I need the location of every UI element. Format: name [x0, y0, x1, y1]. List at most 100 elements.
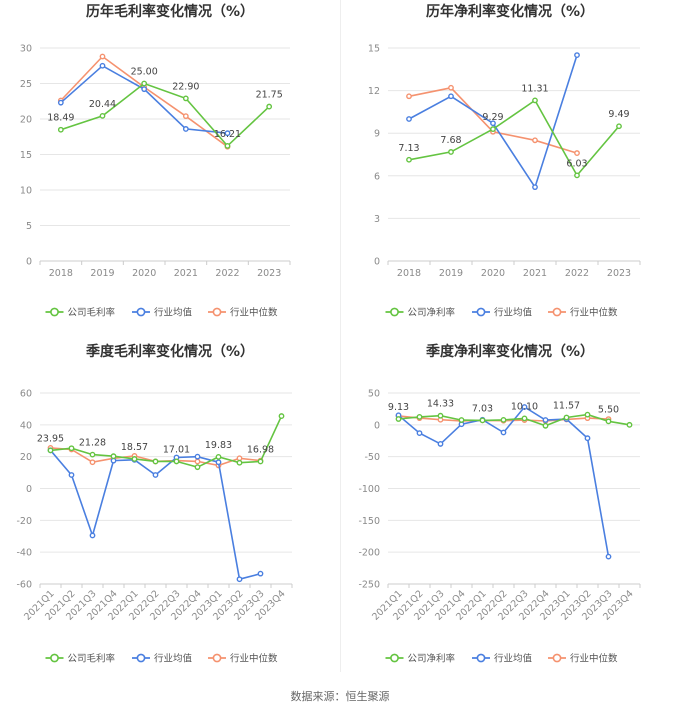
series-line-company [408, 99, 620, 177]
data-label: 9.49 [608, 109, 629, 120]
y-tick-label: 0 [26, 484, 32, 495]
data-label: 11.57 [553, 400, 580, 411]
data-label: 23.95 [37, 433, 64, 444]
data-point-company [500, 416, 507, 423]
chart-title: 历年毛利率变化情况（%） [86, 3, 254, 20]
data-point-industry_avg [57, 99, 64, 106]
legend-item: 行业均值 [132, 653, 193, 665]
y-tick-label: 60 [20, 389, 32, 400]
y-tick-label: 25 [20, 79, 32, 90]
data-point-industry_avg [532, 184, 538, 191]
legend-item: 行业中位数 [208, 653, 278, 665]
x-tick-label: 2021 [174, 268, 198, 279]
annual-net-margin-svg: 历年净利率变化情况（%） 0 3 6 9 12 15 2018 2019 2020 2021 2022… [368, 3, 641, 319]
legend-label: 公司净利率 [408, 653, 456, 665]
legend-swatch-marker [390, 307, 399, 317]
data-point-company [406, 156, 412, 163]
data-label: 18.49 [47, 113, 74, 124]
chart-title: 季度毛利率变化情况（%） [85, 343, 254, 360]
data-point-industry_avg [224, 130, 231, 137]
data-point-industry_avg [574, 52, 580, 58]
y-tick-label: -250 [358, 580, 380, 591]
legend-label: 行业均值 [494, 307, 533, 319]
legend-item: 行业中位数 [548, 653, 618, 665]
data-point-industry_avg [416, 430, 423, 437]
data-label: 16.98 [247, 444, 274, 455]
data-point-company [458, 417, 465, 423]
legend-swatch-marker [212, 653, 222, 663]
legend-item: 行业均值 [472, 307, 533, 319]
data-point-company [584, 411, 591, 418]
data-point-industry_median [99, 53, 106, 60]
data-point-company [626, 421, 633, 428]
y-tick-label: 30 [20, 44, 32, 55]
legend-swatch-marker [50, 653, 59, 663]
y-tick-label: 0 [374, 420, 380, 431]
data-label: 21.75 [256, 90, 283, 101]
data-point-industry_median [448, 84, 454, 91]
series-line-company [60, 82, 270, 148]
legend-swatch-marker [136, 653, 146, 663]
data-point-company [563, 414, 570, 421]
legend-label: 行业均值 [494, 653, 533, 665]
annual-net-margin-chart: 历年净利率变化情况（%） 0 3 6 9 12 15 2018 2019 2020 2021 2022… [340, 0, 680, 340]
data-point-company [224, 143, 231, 149]
annual-gross-margin-chart: 历年毛利率变化情况（%） 0 5 10 15 20 25 30 2018 2019 2020 2021… [0, 0, 340, 340]
data-point-company [110, 453, 117, 460]
y-tick-label: 5 [26, 221, 32, 232]
quarterly-gross-margin-svg: 季度毛利率变化情况（%）-60-40-2002040602021Q12021Q2… [16, 343, 293, 665]
chart-title: 历年净利率变化情况（%） [426, 3, 594, 20]
series-line-industry_avg [49, 449, 261, 581]
y-tick-label: -50 [364, 452, 380, 463]
data-label: 9.29 [482, 112, 503, 123]
data-point-company [57, 126, 64, 133]
data-point-company [99, 112, 106, 119]
data-point-industry_avg [584, 435, 591, 442]
legend-item: 行业均值 [132, 307, 193, 319]
data-point-industry_median [182, 113, 189, 120]
data-point-industry_median [406, 93, 412, 100]
data-point-company [521, 415, 528, 422]
data-point-company [47, 447, 54, 454]
data-point-industry_median [89, 459, 96, 466]
data-point-industry_avg [448, 93, 454, 100]
y-tick-label: 15 [368, 44, 380, 55]
series-line-company [50, 415, 283, 469]
panel-divider [340, 0, 341, 672]
data-point-industry_avg [152, 472, 159, 478]
quarterly-net-margin-chart: 季度净利率变化情况（%） -250 -200 -150 -100 -50 0 50 2021Q1… [340, 336, 680, 676]
data-point-industry_avg [110, 457, 117, 464]
data-point-company [236, 459, 243, 466]
x-tick-label: 2021 [523, 268, 547, 279]
data-label: 17.01 [163, 444, 190, 455]
series-line-company [398, 413, 630, 427]
data-label: 11.31 [521, 83, 548, 94]
y-tick-label: 12 [368, 86, 380, 97]
data-source-note: 数据来源：恒生聚源 [290, 690, 390, 703]
legend-swatch-marker [476, 307, 486, 317]
data-label: 19.83 [205, 440, 232, 451]
y-tick-label: 50 [368, 389, 380, 400]
x-tick-label: 2019 [439, 268, 463, 279]
legend-item: 行业中位数 [548, 307, 618, 319]
data-point-company [257, 458, 264, 465]
legend-label: 行业中位数 [570, 307, 618, 319]
data-point-company [479, 417, 486, 424]
x-tick-label: 2023 [257, 268, 281, 279]
data-point-industry_avg [437, 441, 444, 447]
data-point-company [490, 126, 496, 132]
data-point-company [215, 454, 222, 460]
data-point-industry_avg [500, 429, 507, 436]
data-label: 5.50 [598, 404, 619, 415]
data-point-company [141, 80, 148, 87]
annual-gross-margin-svg: 历年毛利率变化情况（%） 0 5 10 15 20 25 30 2018 2019 2020 2021… [20, 3, 291, 319]
data-point-company [574, 172, 580, 179]
legend-item: 公司毛利率 [45, 307, 116, 319]
data-point-industry_avg [521, 404, 528, 410]
y-tick-label: -40 [16, 548, 32, 559]
data-point-industry_avg [68, 472, 75, 478]
legend-swatch-marker [476, 653, 486, 663]
data-label: 7.13 [398, 143, 419, 154]
data-point-industry_avg [605, 553, 612, 560]
chart-title: 季度净利率变化情况（%） [425, 343, 594, 360]
